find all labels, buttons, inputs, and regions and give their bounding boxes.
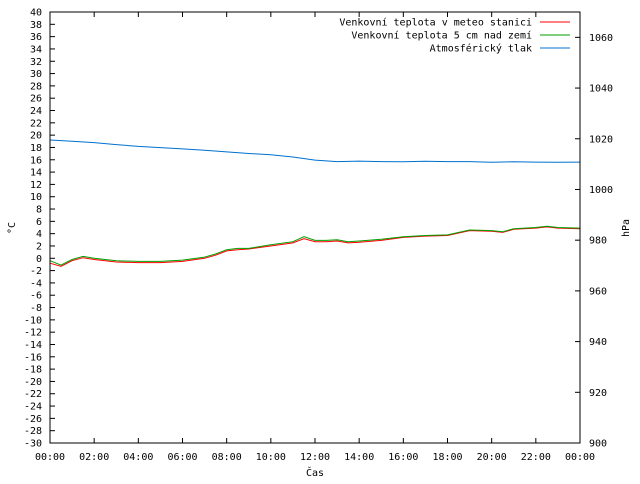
legend-label: Venkovní teplota v meteo stanici [339,17,532,29]
y-axis-right-label: hPa [621,219,632,237]
y-left-tick-label: -6 [30,291,42,302]
series-line-1 [49,226,581,267]
y-left-tick-label: -8 [30,303,42,314]
plot-frame [49,11,581,444]
x-tick-label: 06:00 [167,452,197,463]
y-axis-left-ticks: 4038363432302826242220181614121086420-2-… [24,8,55,450]
y-left-tick-label: -14 [24,340,42,351]
x-tick-label: 12:00 [300,452,330,463]
series-lines [49,139,581,267]
y-left-tick-label: 22 [30,118,42,129]
y-left-tick-label: -18 [24,365,42,376]
y-left-tick-label: 26 [30,94,42,105]
y-left-tick-label: 36 [30,32,42,43]
y-left-tick-label: 16 [30,155,42,166]
y-right-tick-label: 1020 [589,134,613,145]
x-tick-label: 18:00 [432,452,462,463]
y-left-tick-label: 24 [30,106,42,117]
x-tick-label: 00:00 [565,452,595,463]
series-line-2 [49,225,581,266]
y-right-tick-label: 1000 [589,185,613,196]
y-axis-left-label: °C [7,222,18,234]
y-left-tick-label: 20 [30,131,42,142]
y-left-tick-label: 34 [30,44,42,55]
x-axis-ticks: 00:00 02:00 04:00 06:00 08:00 10:00 12:00 14:00… [35,12,595,463]
y-left-tick-label: 12 [30,180,42,191]
y-left-tick-label: 40 [30,8,42,19]
x-tick-label: 22:00 [521,452,551,463]
x-tick-label: 04:00 [123,452,153,463]
y-axis-right-ticks: 1060 1040 1020 1000 980 960 940 920 900 [575,33,613,450]
x-axis-label: Čas [306,466,324,479]
y-left-tick-label: -28 [24,426,42,437]
y-right-tick-label: 920 [589,388,607,399]
x-tick-label: 20:00 [477,452,507,463]
y-left-tick-label: -12 [24,328,42,339]
x-tick-label: 14:00 [344,452,374,463]
y-right-tick-label: 900 [589,439,607,450]
y-left-tick-label: 28 [30,81,42,92]
legend-label: Atmosférický tlak [430,43,532,55]
y-left-tick-label: -10 [24,315,42,326]
y-right-tick-label: 940 [589,337,607,348]
y-left-tick-label: 30 [30,69,42,80]
y-left-tick-label: -2 [30,266,42,277]
y-left-tick-label: -30 [24,439,42,450]
y-left-tick-label: 32 [30,57,42,68]
y-right-tick-label: 1060 [589,33,613,44]
x-tick-label: 16:00 [388,452,418,463]
legend: Venkovní teplota v meteo staniciVenkovní… [339,17,570,55]
y-right-tick-label: 980 [589,236,607,247]
x-tick-label: 00:00 [35,452,65,463]
y-left-tick-label: -4 [30,278,42,289]
y-right-tick-label: 960 [589,286,607,297]
y-left-tick-label: 6 [36,217,42,228]
y-left-tick-label: -24 [24,402,42,413]
x-tick-label: 08:00 [212,452,242,463]
y-left-tick-label: 0 [36,254,42,265]
y-left-tick-label: -26 [24,414,42,425]
y-left-tick-label: 14 [30,168,42,179]
y-left-tick-label: 18 [30,143,42,154]
y-left-tick-label: 8 [36,205,42,216]
y-left-tick-label: 2 [36,241,42,252]
series-line-3 [49,139,581,163]
y-right-tick-label: 1040 [589,84,613,95]
y-left-tick-label: -16 [24,352,42,363]
y-left-tick-label: 10 [30,192,42,203]
x-tick-label: 02:00 [79,452,109,463]
y-left-tick-label: -20 [24,377,42,388]
y-left-tick-label: 38 [30,20,42,31]
x-tick-label: 10:00 [256,452,286,463]
legend-label: Venkovní teplota 5 cm nad zemí [351,30,532,42]
y-left-tick-label: 4 [36,229,42,240]
y-left-tick-label: -22 [24,389,42,400]
